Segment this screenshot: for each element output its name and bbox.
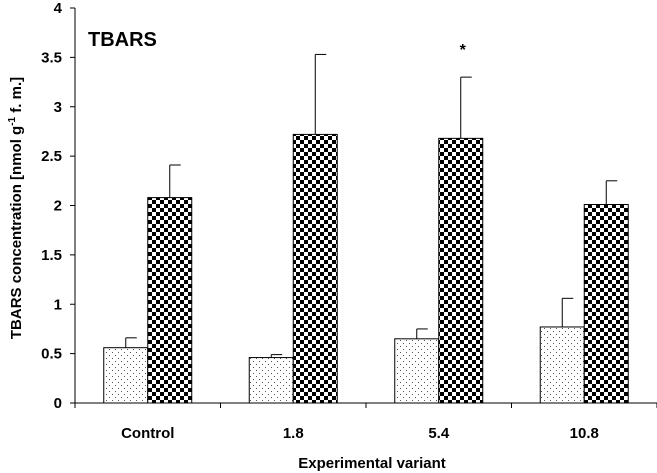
y-tick-label: 3 [54,99,62,116]
bar-series-1 [394,338,440,404]
bar-series-1 [103,347,149,404]
y-tick-label: 0.5 [41,346,62,363]
y-tick-label: 1 [54,296,62,313]
x-tick-label: 5.4 [428,425,450,442]
labels: 0 0.5 1 1.5 2 2.5 3 3.5 4 Control 1.8 5.4 10.8 * [41,0,599,442]
bar-series-2 [292,133,338,404]
y-axis-title-tail: f. m.] [8,77,25,117]
x-tick-label: Control [121,425,174,442]
bar-series-1 [539,326,585,404]
significance-marker: * [460,42,467,59]
y-tick-label: 4 [54,0,63,17]
y-axis-title: TBARS concentration [nmol g-1 f. m.] [7,77,25,339]
bar-series-2 [147,197,193,404]
x-axis-title: Experimental variant [298,455,446,472]
y-tick-label: 3.5 [41,49,62,66]
y-axis-title-main: TBARS concentration [nmol g [8,126,25,339]
x-tick-label: 1.8 [283,425,304,442]
x-tick-label: 10.8 [570,425,599,442]
bar-series-1 [248,357,294,404]
chart-title: TBARS [88,29,157,51]
y-tick-label: 2 [54,198,62,215]
y-tick-label: 0 [54,395,62,412]
bar-series-2 [438,137,484,404]
bars [103,53,629,404]
y-tick-label: 1.5 [41,247,62,264]
y-axis-title-sup: -1 [7,116,18,125]
bar-series-2 [583,204,629,404]
y-tick-label: 2.5 [41,148,62,165]
